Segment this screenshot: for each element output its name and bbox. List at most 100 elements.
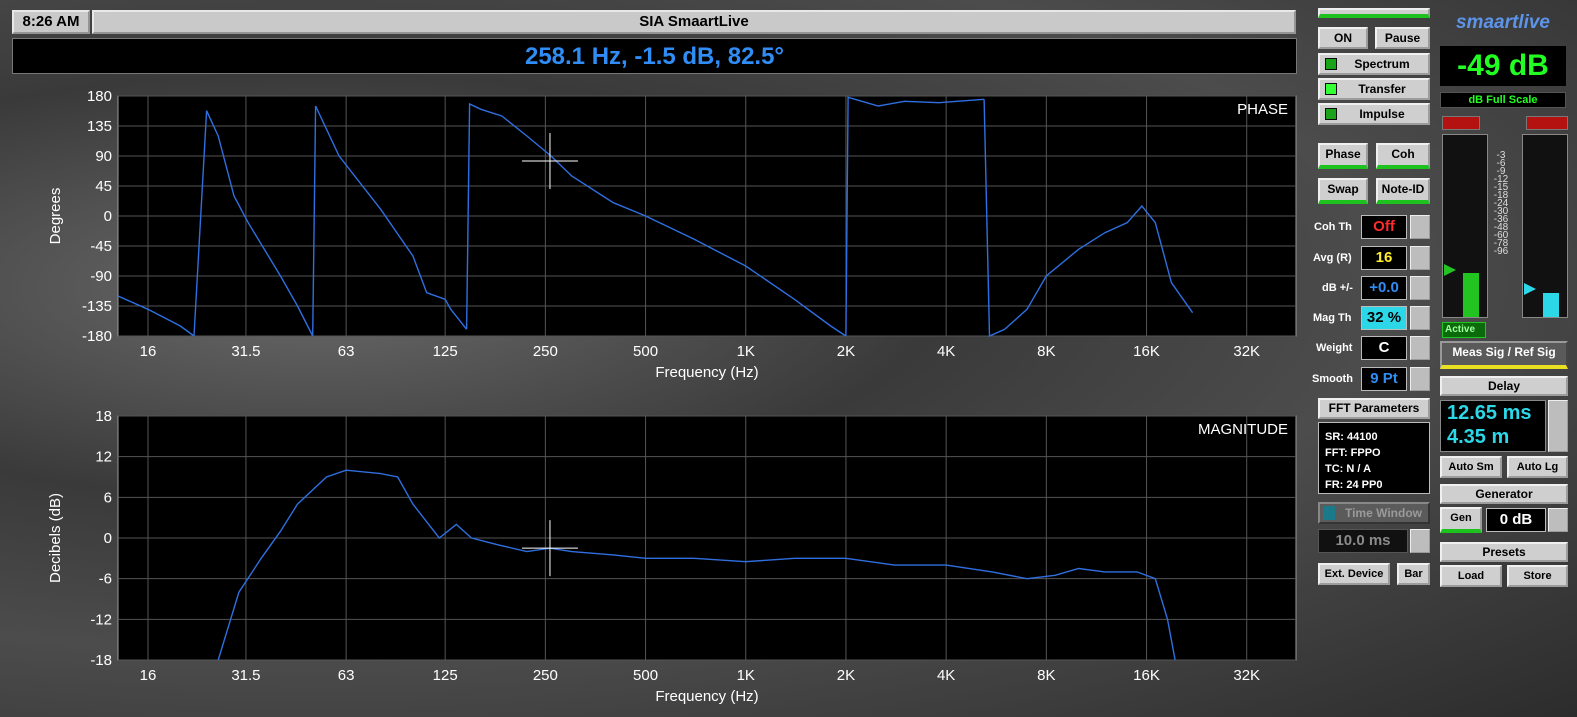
meter-scale-label: -30: [1493, 206, 1509, 217]
coh-button[interactable]: Coh: [1376, 143, 1430, 169]
x-tick-label: 16: [140, 343, 157, 360]
x-tick-label: 32K: [1233, 667, 1260, 684]
meter-scale-label: -78: [1493, 238, 1509, 249]
x-tick-label: 16K: [1133, 667, 1160, 684]
fft-info: SR: 44100 FFT: FPPO TC: N / A FR: 24 PP0: [1318, 422, 1430, 494]
x-tick-label: 8K: [1037, 667, 1055, 684]
y-tick-label: 45: [95, 178, 112, 195]
gen-button[interactable]: Gen: [1440, 507, 1482, 533]
meter-scale-label: -48: [1493, 222, 1509, 233]
spectrum-led: [1325, 58, 1337, 70]
y-tick-label: -90: [90, 268, 112, 285]
x-tick-label: 1K: [737, 343, 755, 360]
load-button[interactable]: Load: [1440, 565, 1502, 587]
time-window-button[interactable]: Time Window: [1318, 502, 1430, 524]
coh-th-label: Coh Th: [1314, 221, 1352, 233]
delay-m: 4.35 m: [1447, 426, 1510, 448]
auto-lg-button[interactable]: Auto Lg: [1507, 456, 1568, 478]
impulse-label: Impulse: [1359, 107, 1405, 121]
delay-ms: 12.65 ms: [1447, 402, 1532, 424]
x-tick-label: 4K: [937, 343, 955, 360]
x-tick-label: 31.5: [231, 667, 260, 684]
mag-th-value[interactable]: 32 %: [1361, 306, 1407, 330]
x-tick-label: 2K: [837, 343, 855, 360]
y-tick-label: -6: [99, 571, 112, 588]
meter-scale-label: -18: [1493, 190, 1509, 201]
meter-scale-label: -15: [1493, 182, 1509, 193]
meter-scale-label: -3: [1496, 150, 1506, 161]
x-tick-label: 32K: [1233, 343, 1260, 360]
plot-label: MAGNITUDE: [1198, 421, 1288, 438]
meas-clip-indicator: [1442, 116, 1480, 130]
trace-line: [845, 96, 985, 337]
smooth-spinner[interactable]: [1410, 367, 1430, 391]
note-id-button[interactable]: Note-ID: [1376, 178, 1430, 204]
y-tick-label: 90: [95, 148, 112, 165]
mag-th-spinner[interactable]: [1410, 306, 1430, 330]
trace-line: [312, 105, 468, 337]
x-tick-label: 500: [633, 667, 658, 684]
coh-th-value[interactable]: Off: [1361, 215, 1407, 239]
trace-line: [117, 295, 195, 337]
weight-label: Weight: [1316, 342, 1353, 354]
gen-level-spinner[interactable]: [1548, 508, 1568, 532]
cursor-readout: 258.1 Hz, -1.5 dB, 82.5°: [12, 38, 1297, 74]
generator-header: Generator: [1440, 484, 1568, 504]
time-window-spinner[interactable]: [1410, 529, 1430, 553]
pause-button[interactable]: Pause: [1375, 27, 1430, 49]
meter-scale-label: -60: [1493, 230, 1509, 241]
ref-clip-indicator: [1526, 116, 1568, 130]
avg-spinner[interactable]: [1410, 246, 1430, 270]
db-spinner[interactable]: [1410, 276, 1430, 300]
auto-sm-button[interactable]: Auto Sm: [1440, 456, 1502, 478]
y-tick-label: -135: [82, 298, 112, 315]
x-tick-label: 16K: [1133, 343, 1160, 360]
x-axis-title: Frequency (Hz): [655, 688, 758, 705]
delay-header: Delay: [1440, 376, 1568, 396]
store-button[interactable]: Store: [1507, 565, 1568, 587]
bar-button[interactable]: Bar: [1397, 563, 1430, 585]
x-tick-label: 250: [533, 343, 558, 360]
avg-value[interactable]: 16: [1361, 246, 1407, 270]
delay-spinner[interactable]: [1548, 400, 1568, 452]
ref-meter: [1522, 134, 1568, 318]
impulse-button[interactable]: Impulse: [1318, 103, 1430, 125]
gen-level[interactable]: 0 dB: [1486, 508, 1546, 532]
fft-parameters-button[interactable]: FFT Parameters: [1318, 398, 1430, 419]
ext-device-button[interactable]: Ext. Device: [1318, 563, 1390, 585]
smaartlive-logo: smaartlive: [1455, 12, 1550, 33]
on-button[interactable]: ON: [1318, 27, 1368, 49]
y-axis-title: Degrees: [47, 188, 64, 245]
y-tick-label: -18: [90, 652, 112, 669]
y-tick-label: 180: [87, 88, 112, 105]
transfer-label: Transfer: [1358, 82, 1406, 96]
x-tick-label: 250: [533, 667, 558, 684]
smooth-value[interactable]: 9 Pt: [1361, 367, 1407, 391]
transfer-button[interactable]: Transfer: [1318, 78, 1430, 100]
swap-button[interactable]: Swap: [1318, 178, 1368, 204]
y-tick-label: -45: [90, 238, 112, 255]
x-axis-title: Frequency (Hz): [655, 364, 758, 381]
phase-button[interactable]: Phase: [1318, 143, 1368, 169]
y-tick-label: 18: [95, 408, 112, 425]
spectrum-button[interactable]: Spectrum: [1318, 53, 1430, 75]
weight-value[interactable]: C: [1361, 336, 1407, 360]
x-tick-label: 16: [140, 667, 157, 684]
y-axis-title: Decibels (dB): [47, 493, 64, 583]
meter-scale-label: -12: [1493, 174, 1509, 185]
meter-scale-label: -96: [1493, 246, 1509, 257]
x-tick-label: 4K: [937, 667, 955, 684]
coh-th-spinner[interactable]: [1410, 215, 1430, 239]
x-tick-label: 63: [338, 343, 355, 360]
db-label: dB +/-: [1322, 282, 1353, 294]
weight-spinner[interactable]: [1410, 336, 1430, 360]
y-tick-label: 6: [104, 489, 112, 506]
time-window-value[interactable]: 10.0 ms: [1318, 529, 1408, 553]
x-tick-label: 63: [338, 667, 355, 684]
input-meter-strip: [1318, 8, 1430, 18]
meas-ref-button[interactable]: Meas Sig / Ref Sig: [1440, 341, 1568, 369]
active-indicator: Active: [1442, 322, 1486, 338]
db-value[interactable]: +0.0: [1361, 276, 1407, 300]
ref-level-marker: [1524, 283, 1536, 295]
